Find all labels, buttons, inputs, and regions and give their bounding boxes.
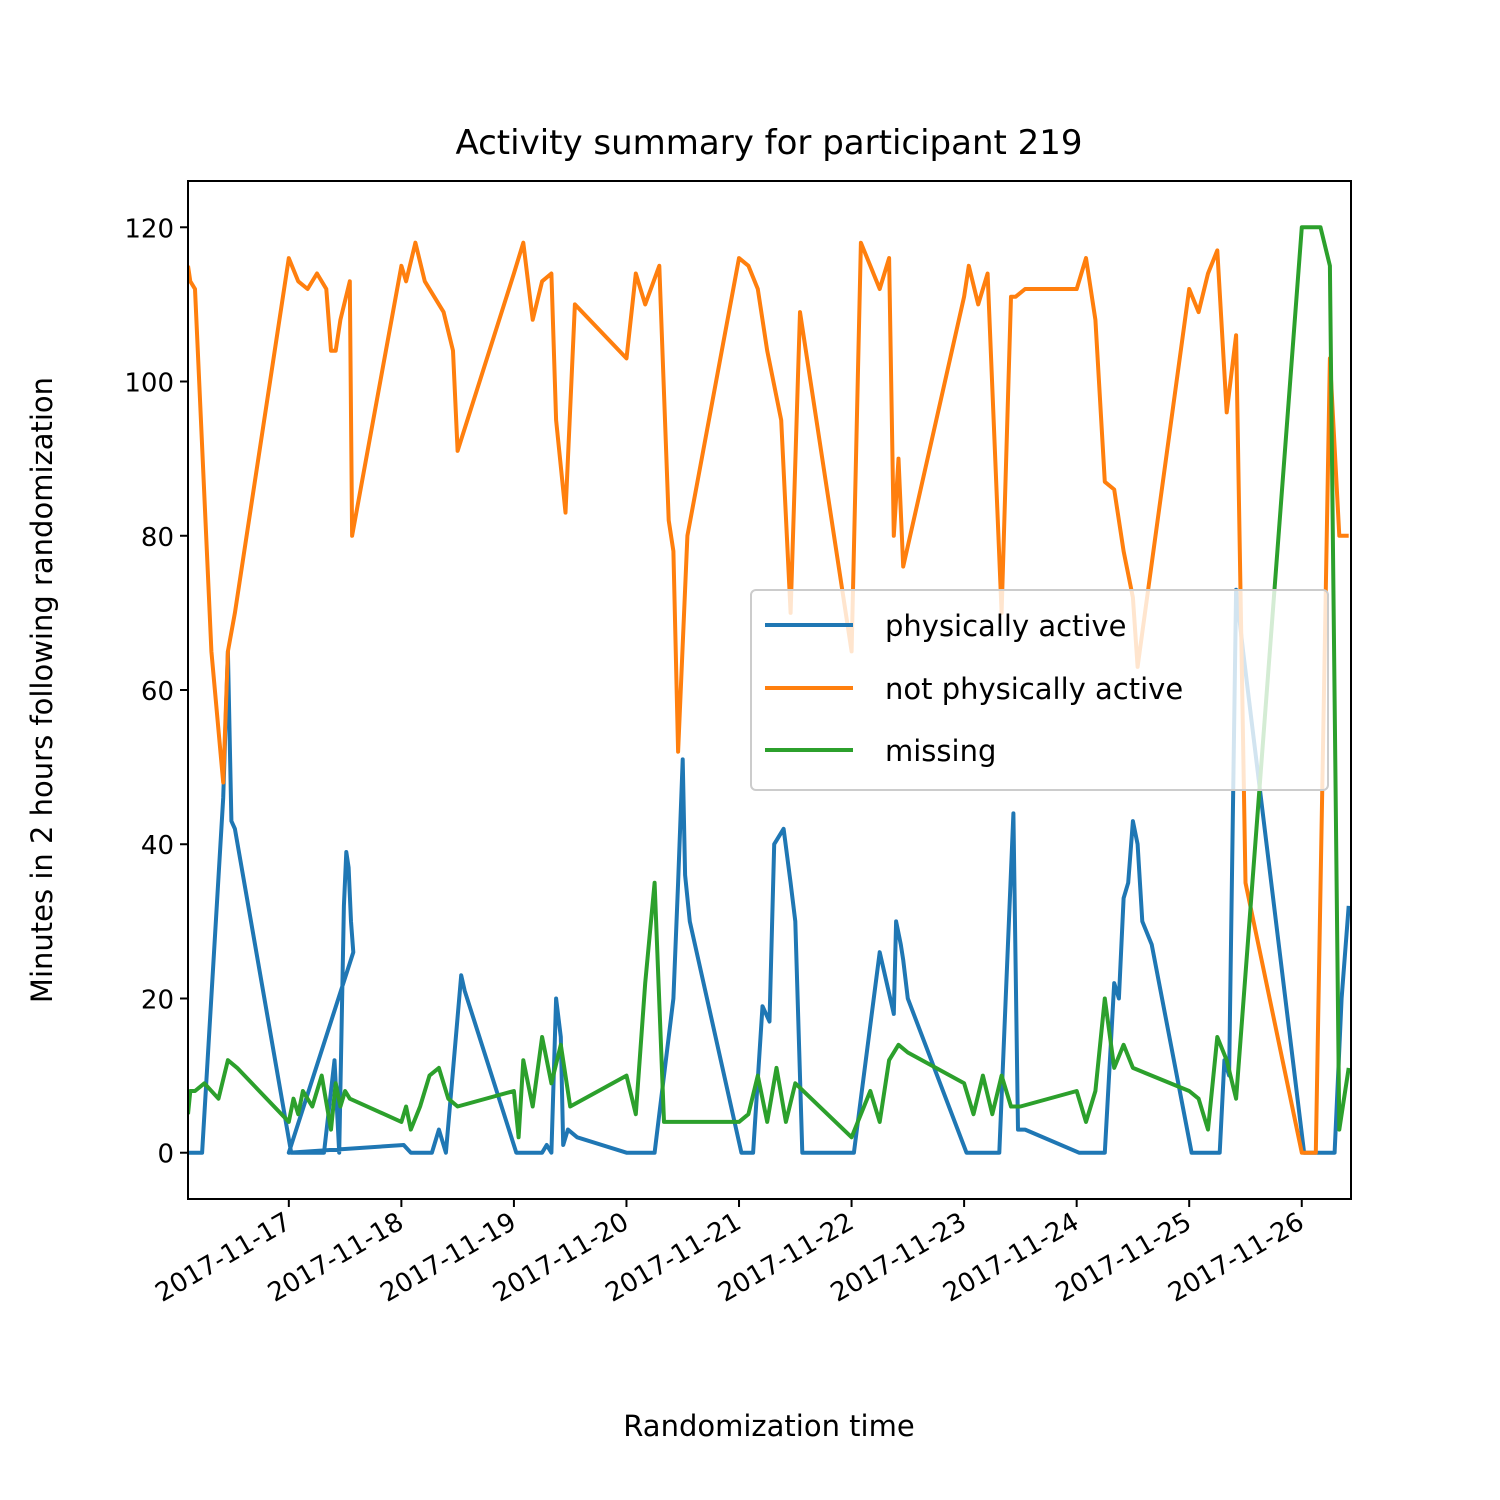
y-axis-label: Minutes in 2 hours following randomizati… (25, 377, 59, 1003)
legend: physically active not physically active … (750, 589, 1329, 791)
y-tick-label: 0 (157, 1140, 174, 1170)
legend-box (750, 589, 1329, 791)
legend-label-not-physically-active: not physically active (885, 672, 1183, 706)
y-tick-label: 120 (124, 214, 174, 244)
legend-label-missing: missing (885, 734, 996, 768)
series-line-missing (188, 225, 1351, 1140)
y-tick-label: 100 (124, 369, 174, 399)
legend-label-physically-active: physically active (885, 609, 1126, 643)
y-axis: 0 20 40 60 80 100 120 (124, 214, 188, 1170)
chart-title: Activity summary for participant 219 (455, 123, 1082, 163)
y-tick-label: 80 (141, 523, 174, 553)
x-axis-label: Randomization time (623, 1409, 914, 1443)
series-line-not-physically-active (188, 240, 1349, 1155)
series-line-physically-active (188, 587, 1351, 1155)
y-tick-label: 60 (141, 677, 174, 707)
y-tick-label: 40 (141, 831, 174, 861)
y-tick-label: 20 (141, 985, 174, 1015)
series-layer (188, 225, 1351, 1155)
